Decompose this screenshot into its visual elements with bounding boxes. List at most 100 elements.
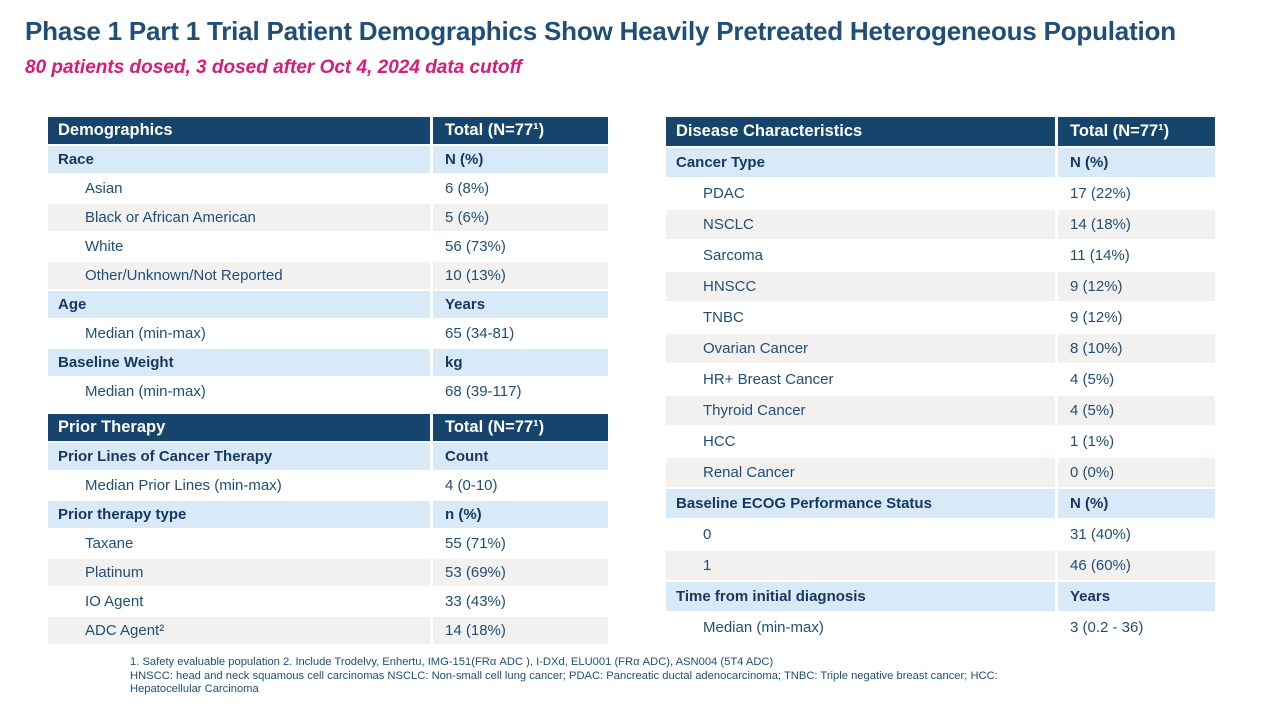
row-label: Other/Unknown/Not Reported [85, 267, 283, 284]
page-title: Phase 1 Part 1 Trial Patient Demographic… [25, 16, 1176, 46]
row-value: 4 (0-10) [430, 472, 608, 499]
table-subheader-row: Cancer Type N (%) [666, 148, 1215, 179]
row-value: 46 (60%) [1055, 551, 1215, 580]
row-value: 1 (1%) [1055, 427, 1215, 456]
table-row: Asian 6 (8%) [48, 175, 608, 204]
table-header-row: Prior Therapy Total (N=77¹) [48, 414, 608, 443]
row-label: Sarcoma [703, 247, 764, 264]
table-row: Taxane 55 (71%) [48, 530, 608, 559]
row-value: 17 (22%) [1055, 179, 1215, 208]
table-row: HNSCC 9 (12%) [666, 272, 1215, 303]
table-row: IO Agent 33 (43%) [48, 588, 608, 617]
table-subheader-row: Race N (%) [48, 146, 608, 175]
table-row: 1 46 (60%) [666, 551, 1215, 582]
row-label: NSCLC [703, 216, 754, 233]
table-row: Median (min-max) 68 (39-117) [48, 378, 608, 407]
row-value: 65 (34-81) [430, 320, 608, 347]
row-value: 53 (69%) [430, 559, 608, 586]
table-row: Median (min-max) 65 (34-81) [48, 320, 608, 349]
row-value: Total (N=77¹) [430, 414, 608, 441]
row-label: Renal Cancer [703, 464, 795, 481]
table-row: Thyroid Cancer 4 (5%) [666, 396, 1215, 427]
table-row: Black or African American 5 (6%) [48, 204, 608, 233]
row-value: Years [430, 291, 608, 318]
row-value: 33 (43%) [430, 588, 608, 615]
table-row: Median Prior Lines (min-max) 4 (0-10) [48, 472, 608, 501]
footnote-line: Hepatocellular Carcinoma [130, 683, 259, 695]
row-label: Median (min-max) [85, 325, 206, 342]
table-row: White 56 (73%) [48, 233, 608, 262]
row-value: N (%) [1055, 148, 1215, 177]
row-value: 6 (8%) [430, 175, 608, 202]
row-value: 14 (18%) [430, 617, 608, 644]
row-value: 9 (12%) [1055, 272, 1215, 301]
row-value: 3 (0.2 - 36) [1055, 613, 1215, 642]
row-label: Time from initial diagnosis [676, 588, 866, 605]
table-subheader-row: Age Years [48, 291, 608, 320]
row-value: N (%) [1055, 489, 1215, 518]
row-label: 0 [703, 526, 712, 543]
row-label: Asian [85, 180, 123, 197]
table-row: Platinum 53 (69%) [48, 559, 608, 588]
table-row: Sarcoma 11 (14%) [666, 241, 1215, 272]
row-value: 9 (12%) [1055, 303, 1215, 332]
prior-therapy-table: Prior Therapy Total (N=77¹) Prior Lines of… [48, 414, 608, 646]
row-value: Count [430, 443, 608, 470]
table-row: 0 31 (40%) [666, 520, 1215, 551]
row-label: Prior therapy type [58, 506, 187, 523]
row-value: Years [1055, 582, 1215, 611]
table-row: Ovarian Cancer 8 (10%) [666, 334, 1215, 365]
row-value: N (%) [430, 146, 608, 173]
row-label: Baseline ECOG Performance Status [676, 495, 932, 512]
table-row: TNBC 9 (12%) [666, 303, 1215, 334]
subtitle: 80 patients dosed, 3 dosed after Oct 4, … [25, 57, 522, 78]
row-label: Taxane [85, 535, 134, 552]
row-label: Median (min-max) [703, 619, 824, 636]
row-label: TNBC [703, 309, 744, 326]
row-value: 55 (71%) [430, 530, 608, 557]
row-value: Total (N=77¹) [1055, 117, 1215, 146]
row-value: 68 (39-117) [430, 378, 608, 405]
table-subheader-row: Time from initial diagnosis Years [666, 582, 1215, 613]
table-header-row: Disease Characteristics Total (N=77¹) [666, 117, 1215, 148]
row-label: HCC [703, 433, 736, 450]
row-label: Thyroid Cancer [703, 402, 806, 419]
row-label: Age [58, 296, 87, 313]
row-label: IO Agent [85, 593, 144, 610]
row-label: Race [58, 151, 94, 168]
table-row: NSCLC 14 (18%) [666, 210, 1215, 241]
row-value: 0 (0%) [1055, 458, 1215, 487]
row-label: HR+ Breast Cancer [703, 371, 834, 388]
row-value: 11 (14%) [1055, 241, 1215, 270]
disease-characteristics-table: Disease Characteristics Total (N=77¹) Canc… [666, 117, 1215, 644]
demographics-table: Demographics Total (N=77¹) Race N (%) Asian 6… [48, 117, 608, 407]
row-value: n (%) [430, 501, 608, 528]
table-subheader-row: Prior therapy type n (%) [48, 501, 608, 530]
row-value: 4 (5%) [1055, 396, 1215, 425]
row-label: Median Prior Lines (min-max) [85, 477, 282, 494]
table-header-row: Demographics Total (N=77¹) [48, 117, 608, 146]
row-value: 31 (40%) [1055, 520, 1215, 549]
table-row: ADC Agent² 14 (18%) [48, 617, 608, 646]
row-label: Black or African American [85, 209, 256, 226]
row-label: Median (min-max) [85, 383, 206, 400]
table-subheader-row: Baseline Weight kg [48, 349, 608, 378]
table-row: PDAC 17 (22%) [666, 179, 1215, 210]
row-label: 1 [703, 557, 712, 574]
row-label: ADC Agent² [85, 622, 165, 639]
row-label: Ovarian Cancer [703, 340, 809, 357]
footnote-line: HNSCC: head and neck squamous cell carci… [130, 669, 998, 682]
row-value: kg [430, 349, 608, 376]
table-row: Renal Cancer 0 (0%) [666, 458, 1215, 489]
row-label: PDAC [703, 185, 745, 202]
table-row: Other/Unknown/Not Reported 10 (13%) [48, 262, 608, 291]
table-row: HR+ Breast Cancer 4 (5%) [666, 365, 1215, 396]
footnote-line: 1. Safety evaluable population 2. Includ… [130, 656, 774, 668]
row-value: 56 (73%) [430, 233, 608, 260]
table-row: Median (min-max) 3 (0.2 - 36) [666, 613, 1215, 644]
row-value: Total (N=77¹) [430, 117, 608, 144]
row-label: Baseline Weight [58, 354, 174, 371]
table-subheader-row: Prior Lines of Cancer Therapy Count [48, 443, 608, 472]
row-value: 10 (13%) [430, 262, 608, 289]
